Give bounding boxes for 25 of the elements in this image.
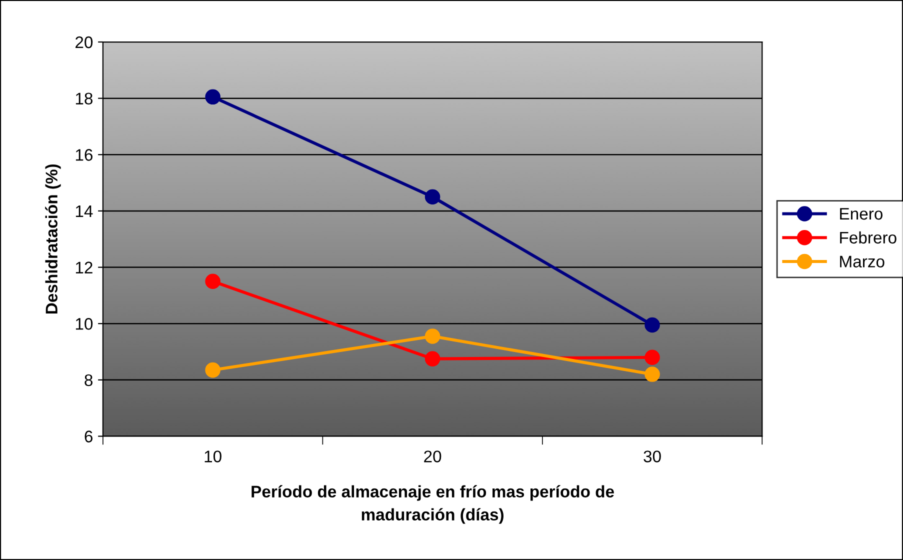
point	[644, 317, 660, 333]
point	[424, 189, 440, 205]
point	[205, 89, 220, 105]
y-tick-label: 10	[76, 318, 93, 330]
x-axis-title: Período de almacenaje en frío mas período de maduración (días)	[252, 485, 614, 524]
point	[644, 350, 660, 366]
y-tick-label: 20	[76, 36, 93, 48]
point	[205, 274, 220, 289]
legend-label: Febrero	[840, 231, 896, 244]
legend-label: Marzo	[840, 256, 884, 268]
y-tick-label: 6	[84, 430, 92, 442]
point	[424, 351, 440, 366]
y-tick-label: 8	[84, 374, 92, 386]
y-tick-label: 16	[76, 149, 92, 161]
x-tick-label: 10	[204, 450, 222, 462]
point	[644, 366, 660, 382]
legend-label: Enero	[840, 208, 882, 220]
x-tick-label: 30	[644, 450, 661, 462]
point	[205, 362, 220, 378]
y-tick-label: 18	[76, 92, 92, 105]
point	[424, 328, 440, 344]
x-tick-label: 20	[424, 450, 442, 462]
y-tick-label: 14	[76, 206, 93, 217]
y-tick-label: 12	[76, 262, 92, 274]
y-axis-title: Deshidratación (%)	[45, 164, 61, 314]
